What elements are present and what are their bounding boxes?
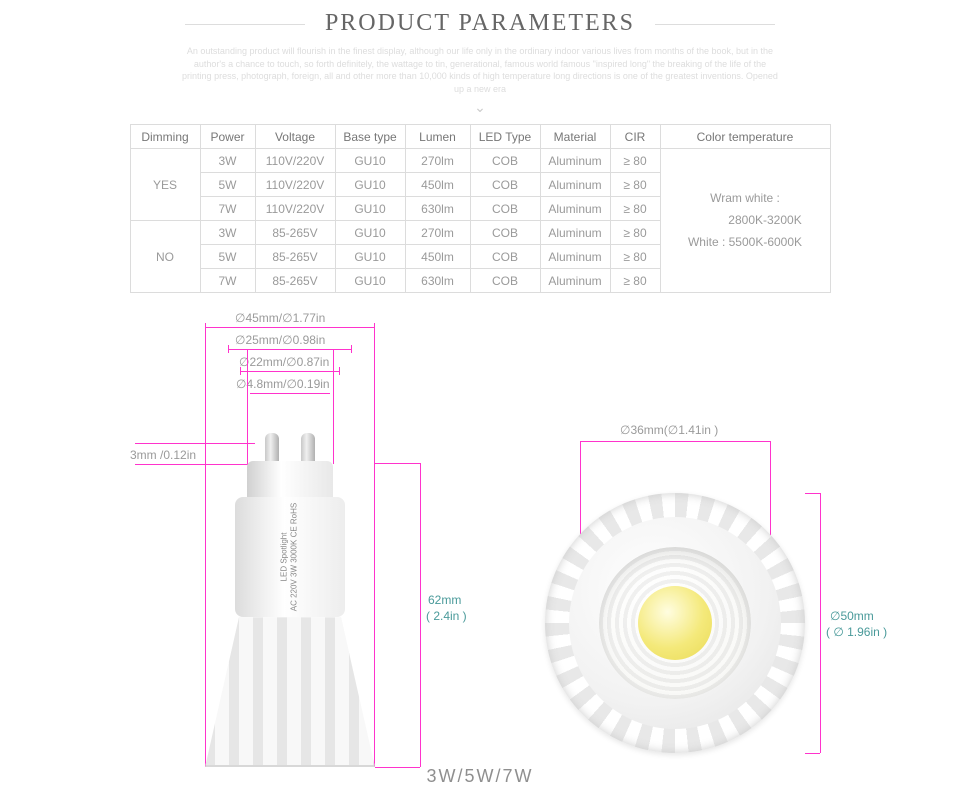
- cell-cir: ≥ 80: [610, 149, 660, 173]
- cell-dimming: NO: [130, 221, 200, 293]
- dimension-diagram: ∅45mm/∅1.77in ∅25mm/∅0.98in ∅22mm/∅0.87i…: [0, 293, 960, 793]
- ct-line2: 2800K-3200K: [665, 210, 826, 232]
- col-dimming: Dimming: [130, 125, 200, 149]
- dim-line: [205, 327, 375, 328]
- bulb-side-view: LED Spotlight AC 220V 3W 3000K CE RoHS: [205, 433, 375, 773]
- bulb-cob-chip: [638, 586, 712, 660]
- cell-voltage: 110V/220V: [255, 197, 335, 221]
- cell-cir: ≥ 80: [610, 269, 660, 293]
- dim-line: [805, 493, 820, 494]
- header: PRODUCT PARAMETERS An outstanding produc…: [0, 0, 960, 116]
- dim-22mm: ∅22mm/∅0.87in: [239, 355, 329, 369]
- cell-lumen: 450lm: [405, 245, 470, 269]
- cell-dimming: YES: [130, 149, 200, 221]
- dim-tick: [339, 367, 340, 375]
- table-row: YES3W110V/220VGU10270lmCOBAluminum≥ 80Wr…: [130, 149, 830, 173]
- chevron-down-icon: ⌄: [0, 99, 960, 116]
- dim-tick: [228, 345, 229, 353]
- cell-power: 5W: [200, 245, 255, 269]
- cell-base: GU10: [335, 245, 405, 269]
- cell-base: GU10: [335, 173, 405, 197]
- col-led-type: LED Type: [470, 125, 540, 149]
- cell-base: GU10: [335, 197, 405, 221]
- dim-25mm: ∅25mm/∅0.98in: [235, 333, 325, 347]
- cell-led: COB: [470, 269, 540, 293]
- cell-voltage: 85-265V: [255, 221, 335, 245]
- spec-table: DimmingPowerVoltageBase typeLumenLED Typ…: [130, 124, 831, 293]
- col-power: Power: [200, 125, 255, 149]
- col-base-type: Base type: [335, 125, 405, 149]
- cell-power: 7W: [200, 197, 255, 221]
- wattage-label: 3W/5W/7W: [0, 766, 960, 787]
- cell-base: GU10: [335, 149, 405, 173]
- cell-led: COB: [470, 149, 540, 173]
- cell-material: Aluminum: [540, 197, 610, 221]
- page-title: PRODUCT PARAMETERS: [325, 10, 635, 37]
- cell-cir: ≥ 80: [610, 221, 660, 245]
- col-voltage: Voltage: [255, 125, 335, 149]
- cell-material: Aluminum: [540, 269, 610, 293]
- dim-62mm-mm: 62mm: [428, 593, 461, 607]
- cell-base: GU10: [335, 221, 405, 245]
- bulb-front-view: [545, 493, 805, 753]
- cell-voltage: 85-265V: [255, 269, 335, 293]
- cell-lumen: 630lm: [405, 197, 470, 221]
- col-cir: CIR: [610, 125, 660, 149]
- cell-material: Aluminum: [540, 221, 610, 245]
- cell-power: 7W: [200, 269, 255, 293]
- cell-cir: ≥ 80: [610, 245, 660, 269]
- dim-tick: [240, 367, 241, 375]
- cell-color-temperature: Wram white :2800K-3200KWhite : 5500K-600…: [660, 149, 830, 293]
- cell-voltage: 110V/220V: [255, 149, 335, 173]
- cell-power: 3W: [200, 149, 255, 173]
- dim-4p8mm: ∅4.8mm/∅0.19in: [236, 377, 330, 391]
- col-lumen: Lumen: [405, 125, 470, 149]
- dim-36mm: ∅36mm(∅1.41in ): [620, 423, 718, 437]
- cell-led: COB: [470, 221, 540, 245]
- bulb-print-label: LED Spotlight AC 220V 3W 3000K CE RoHS: [280, 503, 301, 612]
- dim-line: [250, 393, 330, 394]
- cell-power: 3W: [200, 221, 255, 245]
- bulb-heatsink: [205, 617, 375, 767]
- dim-3mm: 3mm /0.12in: [130, 448, 196, 462]
- cell-voltage: 110V/220V: [255, 173, 335, 197]
- cell-cir: ≥ 80: [610, 173, 660, 197]
- bulb-print-line1: LED Spotlight: [280, 503, 290, 612]
- dim-line: [375, 463, 420, 464]
- cell-lumen: 450lm: [405, 173, 470, 197]
- cell-material: Aluminum: [540, 245, 610, 269]
- dim-line: [805, 753, 820, 754]
- dim-line: [420, 463, 421, 767]
- dim-50mm-in: ( ∅ 1.96in ): [826, 625, 887, 639]
- cell-material: Aluminum: [540, 173, 610, 197]
- cell-led: COB: [470, 173, 540, 197]
- cell-base: GU10: [335, 269, 405, 293]
- col-color-temperature: Color temperature: [660, 125, 830, 149]
- cell-cir: ≥ 80: [610, 197, 660, 221]
- dim-50mm-mm: ∅50mm: [830, 609, 874, 623]
- subtitle-text: An outstanding product will flourish in …: [180, 45, 780, 95]
- bulb-print-line2: AC 220V 3W 3000K CE RoHS: [290, 503, 300, 612]
- dim-45mm: ∅45mm/∅1.77in: [235, 311, 325, 325]
- dim-62mm-in: ( 2.4in ): [426, 609, 467, 623]
- bulb-body: LED Spotlight AC 220V 3W 3000K CE RoHS: [235, 497, 345, 617]
- col-material: Material: [540, 125, 610, 149]
- dim-line: [820, 493, 821, 753]
- dim-line: [580, 441, 770, 442]
- cell-material: Aluminum: [540, 149, 610, 173]
- cell-lumen: 270lm: [405, 149, 470, 173]
- cell-lumen: 270lm: [405, 221, 470, 245]
- cell-power: 5W: [200, 173, 255, 197]
- ct-line1: Wram white :: [665, 188, 826, 210]
- dim-line: [240, 371, 340, 372]
- dim-tick: [351, 345, 352, 353]
- cell-lumen: 630lm: [405, 269, 470, 293]
- cell-led: COB: [470, 245, 540, 269]
- cell-led: COB: [470, 197, 540, 221]
- cell-voltage: 85-265V: [255, 245, 335, 269]
- bulb-neck: [247, 461, 333, 501]
- ct-line3: White : 5500K-6000K: [665, 232, 826, 254]
